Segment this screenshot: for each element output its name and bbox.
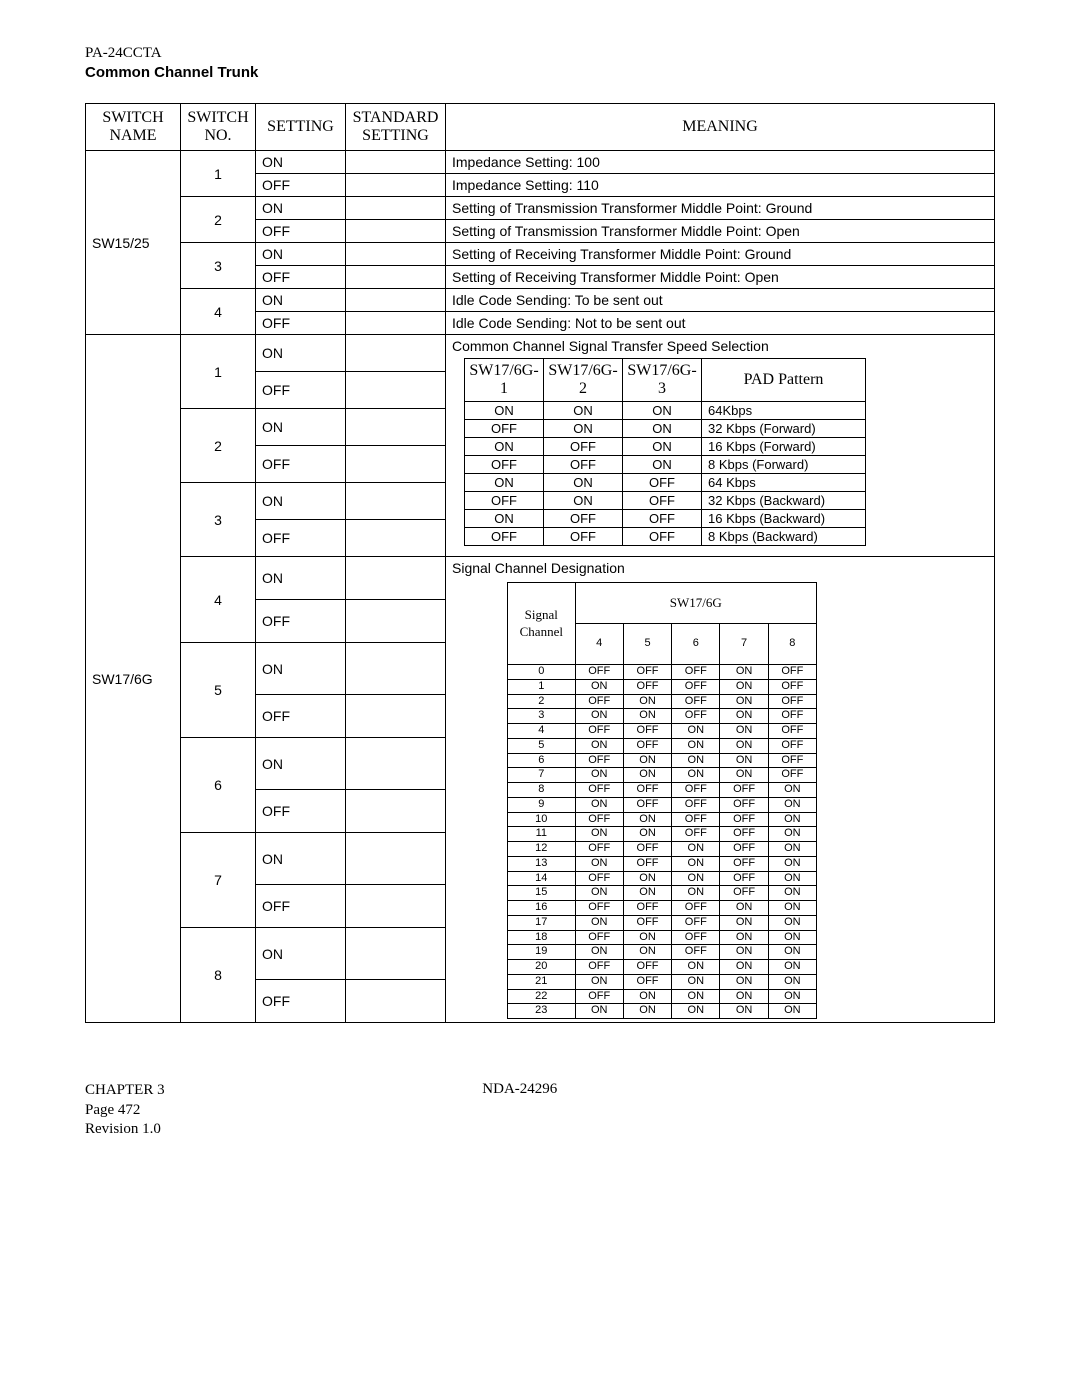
meaning-signal: Signal Channel Designation SignalChannelS… [446, 557, 995, 1023]
pad-title: Common Channel Signal Transfer Speed Sel… [452, 338, 988, 354]
header-code: PA-24CCTA [85, 45, 995, 62]
footer-doc: NDA-24296 [482, 1081, 557, 1140]
switch-no: 6 [181, 738, 256, 833]
col-name: SWITCHNAME [86, 104, 181, 151]
signal-table: SignalChannelSW17/6G456780OFFOFFOFFONOFF… [507, 582, 817, 1019]
footer-chapter: CHAPTER 3 [85, 1081, 165, 1101]
switch-no: 1 [181, 335, 256, 409]
switch-no: 4 [181, 289, 256, 335]
col-standard: STANDARDSETTING [346, 104, 446, 151]
col-meaning: MEANING [446, 104, 995, 151]
switch-no: 3 [181, 483, 256, 557]
switch-no: 8 [181, 928, 256, 1023]
pad-table: SW17/6G-1SW17/6G-2SW17/6G-3PAD PatternON… [464, 358, 866, 546]
switch-no: 3 [181, 243, 256, 289]
switch-name: SW15/25 [86, 151, 181, 335]
col-setting: SETTING [256, 104, 346, 151]
footer-page: Page 472 [85, 1101, 165, 1121]
meaning-pad: Common Channel Signal Transfer Speed Sel… [446, 335, 995, 557]
col-no: SWITCHNO. [181, 104, 256, 151]
footer-revision: Revision 1.0 [85, 1120, 165, 1140]
switch-no: 2 [181, 197, 256, 243]
sig-title: Signal Channel Designation [452, 560, 988, 576]
header-title: Common Channel Trunk [85, 64, 995, 81]
switch-no: 4 [181, 557, 256, 643]
switch-no: 7 [181, 833, 256, 928]
page-footer: CHAPTER 3 Page 472 Revision 1.0 NDA-2429… [85, 1081, 995, 1140]
switch-no: 5 [181, 643, 256, 738]
switch-name: SW17/6G [86, 335, 181, 1023]
switch-table: SWITCHNAME SWITCHNO. SETTING STANDARDSET… [85, 103, 995, 1023]
switch-no: 2 [181, 409, 256, 483]
switch-no: 1 [181, 151, 256, 197]
